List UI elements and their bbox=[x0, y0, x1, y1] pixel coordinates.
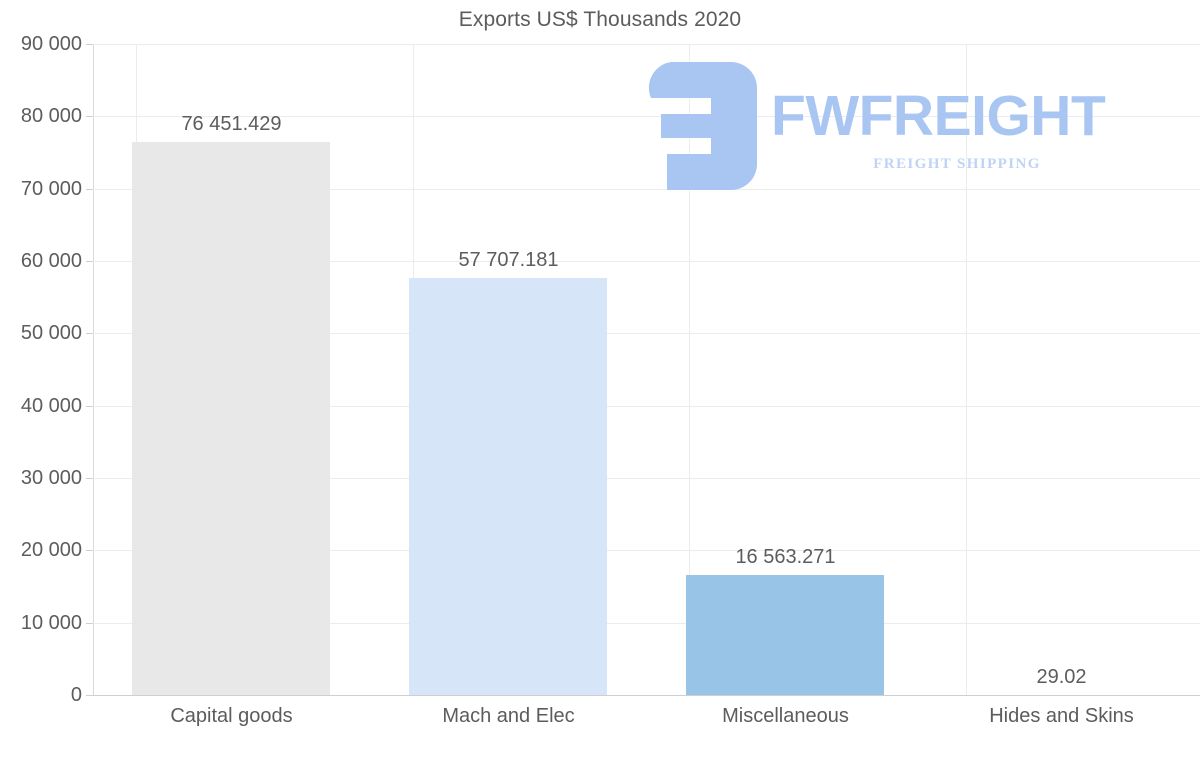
y-axis-tick-label: 70 000 bbox=[20, 178, 82, 200]
y-axis-tick bbox=[86, 261, 93, 262]
y-axis-tick-label: 50 000 bbox=[20, 322, 82, 344]
y-axis-tick-label: 20 000 bbox=[20, 539, 82, 561]
y-axis-tick-label: 0 bbox=[70, 684, 82, 706]
y-axis-tick bbox=[86, 116, 93, 117]
x-axis-category-label: Capital goods bbox=[170, 705, 293, 727]
y-axis-tick bbox=[86, 695, 93, 696]
y-axis-tick bbox=[86, 44, 93, 45]
y-axis-tick bbox=[86, 478, 93, 479]
x-axis-line bbox=[93, 695, 1200, 696]
gridline-horizontal bbox=[93, 478, 1200, 479]
y-axis-line bbox=[93, 44, 94, 696]
gridline-horizontal bbox=[93, 189, 1200, 190]
gridline-vertical bbox=[966, 44, 967, 695]
x-axis-category-label: Mach and Elec bbox=[442, 705, 575, 727]
gridline-horizontal bbox=[93, 406, 1200, 407]
y-axis-tick bbox=[86, 189, 93, 190]
y-axis-tick bbox=[86, 550, 93, 551]
y-axis-tick-label: 80 000 bbox=[20, 105, 82, 127]
gridline-horizontal bbox=[93, 623, 1200, 624]
y-axis-tick-label: 90 000 bbox=[20, 33, 82, 55]
gridline-vertical bbox=[689, 44, 690, 695]
x-axis-category-label: Miscellaneous bbox=[722, 705, 849, 727]
bar-value-label: 29.02 bbox=[1036, 666, 1087, 688]
gridline-horizontal bbox=[93, 44, 1200, 45]
bar[interactable] bbox=[686, 575, 884, 695]
watermark-tagline: FREIGHT SHIPPING bbox=[873, 156, 1041, 172]
y-axis-tick-label: 40 000 bbox=[20, 395, 82, 417]
bar-value-label: 57 707.181 bbox=[458, 249, 559, 271]
y-axis-tick bbox=[86, 333, 93, 334]
x-axis-category-label: Hides and Skins bbox=[989, 705, 1134, 727]
bar-value-label: 76 451.429 bbox=[181, 113, 282, 135]
y-axis-tick-label: 60 000 bbox=[20, 250, 82, 272]
y-axis-tick bbox=[86, 623, 93, 624]
watermark: FWFREIGHT FREIGHT SHIPPING bbox=[645, 60, 1145, 190]
gridline-horizontal bbox=[93, 333, 1200, 334]
bar[interactable] bbox=[409, 278, 607, 695]
bar[interactable] bbox=[132, 142, 330, 695]
gridline-horizontal bbox=[93, 550, 1200, 551]
chart-title: Exports US$ Thousands 2020 bbox=[458, 8, 742, 31]
bar-value-label: 16 563.271 bbox=[735, 546, 836, 568]
fwfreight-logo-mark-icon bbox=[648, 62, 757, 190]
y-axis-tick-label: 10 000 bbox=[20, 612, 82, 634]
y-axis-tick-label: 30 000 bbox=[20, 467, 82, 489]
gridline-horizontal bbox=[93, 261, 1200, 262]
y-axis-tick bbox=[86, 406, 93, 407]
gridline-horizontal bbox=[93, 116, 1200, 117]
